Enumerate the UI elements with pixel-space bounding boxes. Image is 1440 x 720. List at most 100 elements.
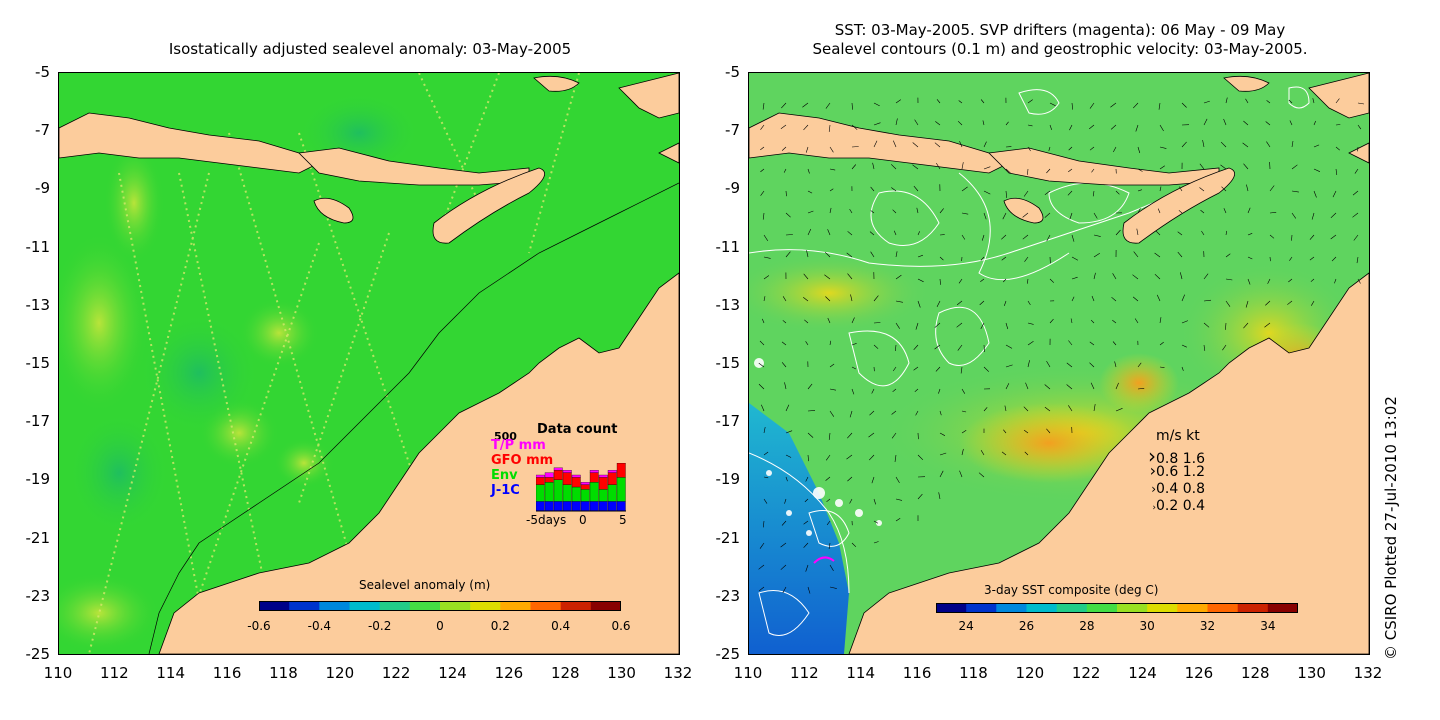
velocity-arrow <box>873 541 879 544</box>
velocity-arrow <box>851 102 853 110</box>
data-count-bar-segment <box>571 474 581 478</box>
velocity-arrow <box>1049 124 1052 130</box>
velocity-arrow <box>1137 168 1143 172</box>
velocity-arrow <box>760 146 765 151</box>
right-colorbar-swatch <box>1147 603 1178 613</box>
velocity-arrow <box>1158 102 1161 110</box>
velocity-arrow <box>1155 230 1161 236</box>
velocity-arrow <box>915 410 919 416</box>
data-count-bar-segment <box>553 470 563 480</box>
velocity-arrow <box>870 210 875 214</box>
data-count-bar-segment <box>598 489 608 502</box>
velocity-arrow <box>1288 99 1293 104</box>
right-colorbar-swatch <box>936 603 967 613</box>
data-count-bar-segment <box>607 470 617 473</box>
velocity-arrow <box>1179 186 1183 192</box>
velocity-arrow <box>1115 408 1123 412</box>
velocity-arrow <box>763 256 771 259</box>
velocity-arrow <box>915 322 919 330</box>
velocity-arrow <box>782 586 787 593</box>
right-colorbar-tick-label: 34 <box>1260 619 1276 633</box>
velocity-arrow <box>1223 118 1227 126</box>
velocity-arrow <box>806 250 809 258</box>
velocity-arrow <box>1356 256 1359 264</box>
data-count-bar-segment <box>616 501 626 512</box>
velocity-arrow <box>1132 296 1139 302</box>
velocity-arrow <box>870 186 875 192</box>
left-colorbar-tick-label: 0.4 <box>551 619 571 633</box>
velocity-arrow <box>1335 168 1338 176</box>
velocity-arrow <box>1069 212 1073 220</box>
velocity-arrow <box>1046 234 1051 242</box>
velocity-arrow <box>957 344 963 351</box>
velocity-arrow <box>1091 168 1095 173</box>
velocity-arrow <box>1133 251 1139 258</box>
velocity-arrow <box>785 430 793 434</box>
velocity-arrow <box>1243 322 1249 329</box>
left-x-tick-label: 120 <box>325 664 355 682</box>
velocity-arrow <box>758 383 765 390</box>
velocity-arrow <box>780 542 787 548</box>
velocity-arrow <box>1159 124 1164 132</box>
velocity-arrow <box>825 454 831 461</box>
velocity-arrow <box>1225 230 1227 236</box>
velocity-arrow <box>1093 404 1096 412</box>
velocity-arrow <box>1246 184 1249 192</box>
velocity-arrow <box>1332 190 1337 198</box>
velocity-arrow <box>873 344 879 349</box>
data-count-bar-segment <box>536 501 545 512</box>
velocity-arrow <box>758 586 765 592</box>
right-y-tick-label: -5 <box>725 63 740 81</box>
velocity-arrow <box>1291 164 1298 170</box>
velocity-arrow-icon: › <box>1149 461 1156 480</box>
velocity-arrow <box>868 454 875 461</box>
velocity-arrow <box>983 141 987 148</box>
data-count-bar-segment <box>536 477 545 485</box>
velocity-arrow <box>828 432 831 440</box>
velocity-arrow <box>895 498 903 501</box>
velocity-arrow <box>758 362 765 368</box>
velocity-arrow <box>805 146 809 153</box>
velocity-arrow <box>894 454 897 462</box>
velocity-arrow <box>1027 99 1033 104</box>
velocity-arrow <box>1023 406 1029 412</box>
velocity-arrow <box>871 388 875 394</box>
velocity-arrow <box>825 296 831 302</box>
velocity-arrow <box>762 318 765 324</box>
data-count-legend-entry: J-1C <box>491 483 520 498</box>
velocity-arrow <box>785 251 791 258</box>
right-y-tick-label: -17 <box>715 412 741 431</box>
velocity-arrow <box>936 99 941 104</box>
speed-legend-text: 0.4 0.8 <box>1156 481 1205 497</box>
velocity-arrow <box>961 448 964 456</box>
velocity-arrow <box>914 388 919 393</box>
left-colorbar-title: Sealevel anomaly (m) <box>359 578 491 592</box>
velocity-arrow <box>1357 124 1362 130</box>
velocity-arrow <box>1357 278 1361 284</box>
velocity-arrow <box>1071 296 1075 302</box>
velocity-arrow <box>873 140 878 148</box>
velocity-arrow <box>1093 212 1098 219</box>
velocity-arrow <box>980 450 985 456</box>
left-y-tick-label: -21 <box>25 528 51 547</box>
left-colorbar-ticks: -0.6 -0.4 -0.2 0 0.2 0.4 0.6 <box>247 619 630 635</box>
velocity-arrow <box>851 164 857 170</box>
right-colorbar <box>936 603 1298 613</box>
velocity-arrow <box>784 498 787 504</box>
velocity-arrow <box>1115 190 1120 195</box>
velocity-arrow <box>851 388 855 395</box>
velocity-arrow <box>1269 212 1277 214</box>
velocity-arrow <box>827 229 831 236</box>
velocity-arrow <box>785 190 787 197</box>
velocity-arrow <box>895 300 903 303</box>
velocity-arrow <box>980 322 985 329</box>
velocity-arrow <box>829 340 832 346</box>
velocity-arrow <box>785 212 791 218</box>
data-count-bar-segment <box>544 472 554 478</box>
left-colorbar-tick-label: -0.4 <box>307 619 332 633</box>
left-x-tick-label: 114 <box>156 664 186 682</box>
right-colorbar-swatch <box>1267 603 1298 613</box>
velocity-arrow <box>873 520 879 524</box>
velocity-arrow <box>1313 120 1316 126</box>
velocity-arrow <box>1311 212 1315 220</box>
